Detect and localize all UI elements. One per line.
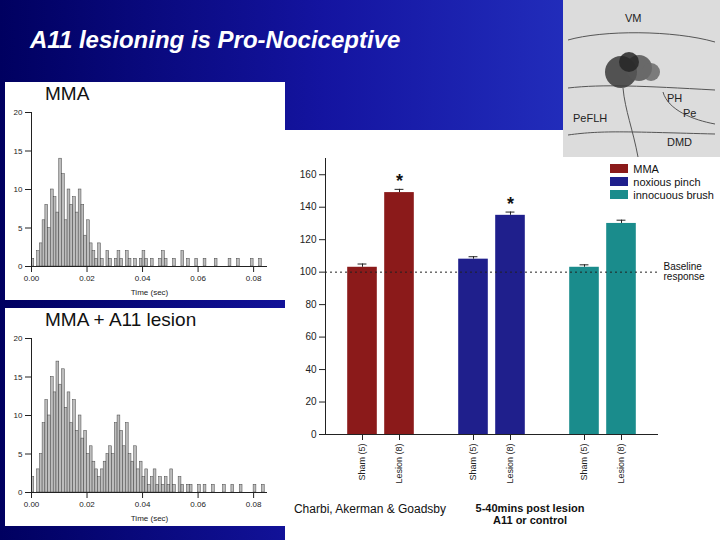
svg-text:0.06: 0.06 (190, 274, 206, 283)
html-text:MMA + A11 lesion: MMA + A11 lesion (45, 309, 197, 330)
html-text:MMA: MMA (633, 162, 659, 175)
svg-text:0.04: 0.04 (135, 500, 151, 509)
svg-text:0.02: 0.02 (79, 500, 95, 509)
svg-text:5: 5 (18, 450, 23, 459)
svg-text:Sham (5): Sham (5) (579, 444, 589, 481)
svg-text:*: * (507, 194, 514, 214)
html-text:Charbi, Akerman & Goadsby: Charbi, Akerman & Goadsby (294, 502, 446, 516)
svg-text:PH: PH (667, 92, 682, 104)
svg-text:Sham (5): Sham (5) (468, 444, 478, 481)
svg-text:160: 160 (300, 169, 317, 180)
html-text:innocuous brush: innocuous brush (633, 188, 714, 201)
svg-text:5: 5 (18, 224, 23, 233)
svg-text:80: 80 (305, 299, 317, 310)
svg-text:Time (sec): Time (sec) (131, 288, 169, 297)
html-text:MMA: MMA (45, 83, 90, 104)
svg-text:DMD: DMD (667, 136, 692, 148)
html-text:5-40mins post lesion A11 or co: 5-40mins post lesion A11 or control (475, 502, 585, 526)
svg-text:Lesion (8): Lesion (8) (505, 444, 515, 484)
svg-text:40: 40 (305, 364, 317, 375)
svg-text:0: 0 (311, 429, 317, 440)
svg-text:VM: VM (625, 12, 642, 24)
svg-text:Pe: Pe (683, 107, 696, 119)
svg-text:0.08: 0.08 (246, 500, 262, 509)
html-text:noxious pinch: noxious pinch (633, 175, 701, 188)
svg-text:20: 20 (14, 108, 23, 117)
svg-text:20: 20 (14, 334, 23, 343)
svg-text:0.00: 0.00 (24, 274, 40, 283)
svg-text:140: 140 (300, 201, 317, 212)
svg-text:0.02: 0.02 (79, 274, 95, 283)
svg-text:0.08: 0.08 (246, 274, 262, 283)
svg-text:Lesion (8): Lesion (8) (616, 444, 626, 484)
svg-text:10: 10 (14, 411, 23, 420)
svg-text:120: 120 (300, 234, 317, 245)
svg-text:Time (sec): Time (sec) (131, 514, 169, 523)
svg-text:0: 0 (18, 262, 23, 271)
svg-text:100: 100 (300, 266, 317, 277)
svg-text:60: 60 (305, 331, 317, 342)
svg-text:0.04: 0.04 (135, 274, 151, 283)
svg-text:15: 15 (14, 373, 23, 382)
svg-text:15: 15 (14, 147, 23, 156)
svg-text:10: 10 (14, 185, 23, 194)
svg-text:20: 20 (305, 396, 317, 407)
svg-text:0: 0 (18, 488, 23, 497)
svg-text:PeFLH: PeFLH (573, 112, 607, 124)
svg-text:Lesion (8): Lesion (8) (394, 444, 404, 484)
html-text:A11 lesioning is Pro-Nocicepti: A11 lesioning is Pro-Nociceptive (30, 26, 401, 53)
svg-text:Baselineresponse: Baselineresponse (664, 261, 706, 282)
svg-text:*: * (396, 171, 403, 191)
svg-text:0.06: 0.06 (190, 500, 206, 509)
svg-text:Sham (5): Sham (5) (357, 444, 367, 481)
svg-text:0.00: 0.00 (24, 500, 40, 509)
